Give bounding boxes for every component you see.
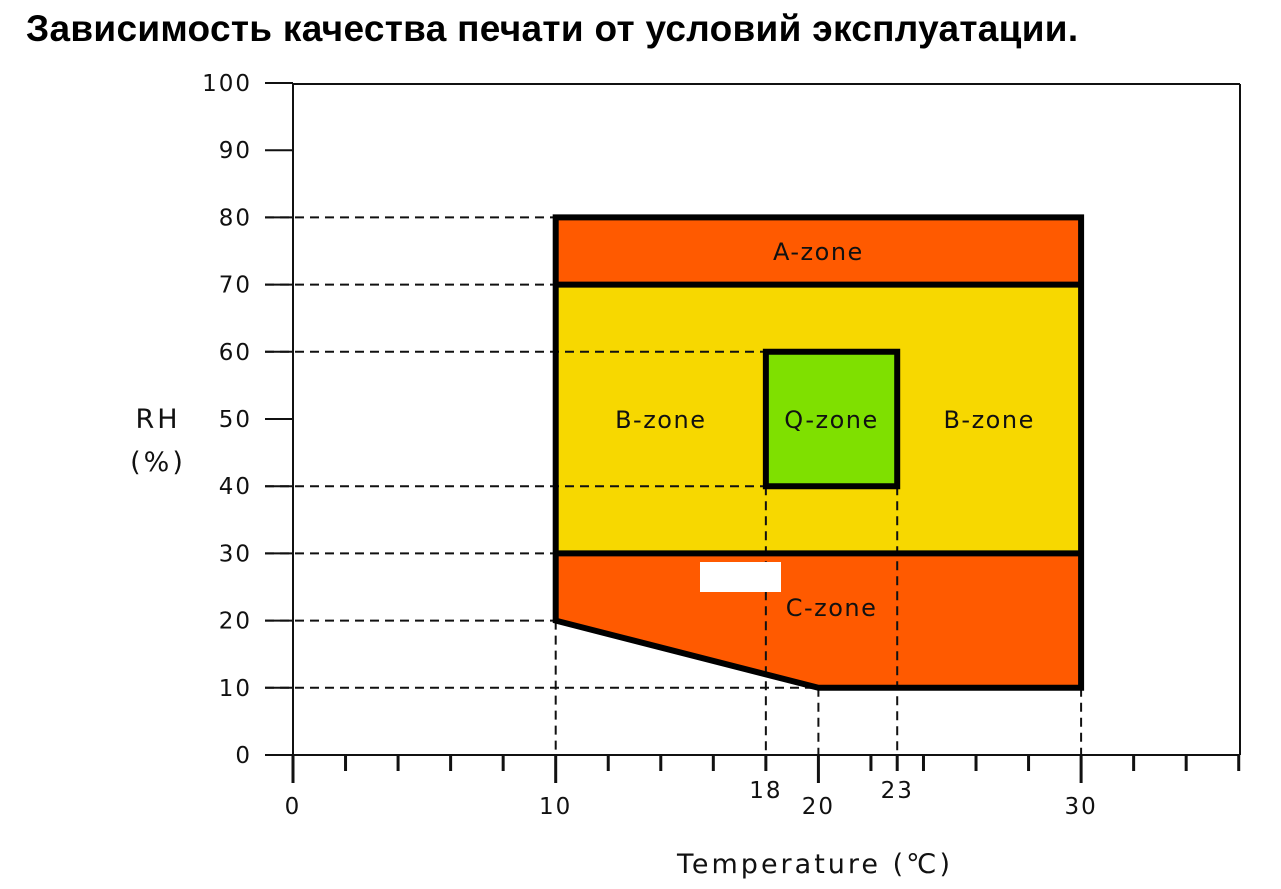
zone-label-a-zone-0: A-zone bbox=[773, 238, 864, 266]
y-tick-label-60: 60 bbox=[219, 340, 252, 366]
x-tick-label-10: 10 bbox=[539, 794, 572, 820]
zone-label-b-zone-3: B-zone bbox=[943, 406, 1034, 434]
y-tick-label-0: 0 bbox=[235, 743, 252, 769]
q-zone-area bbox=[765, 351, 898, 487]
y-tick-label-50: 50 bbox=[219, 407, 252, 433]
a-zone-area bbox=[555, 217, 1082, 285]
y-axis-title-line1: RH bbox=[135, 404, 180, 435]
x-tick-label-30: 30 bbox=[1064, 794, 1097, 820]
y-tick-label-70: 70 bbox=[219, 273, 252, 299]
y-tick-label-10: 10 bbox=[219, 676, 252, 702]
zone-label-b-zone-1: B-zone bbox=[615, 406, 706, 434]
y-tick-label-90: 90 bbox=[219, 138, 252, 164]
y-tick-label-30: 30 bbox=[219, 541, 252, 567]
axes bbox=[265, 82, 1241, 783]
y-tick-label-100: 100 bbox=[202, 71, 252, 97]
q-zone-boundary bbox=[762, 348, 901, 490]
y-axis-title-line2: (%) bbox=[130, 447, 186, 478]
y-tick-label-20: 20 bbox=[219, 609, 252, 635]
white-patch bbox=[700, 562, 781, 592]
x-axis-title: Temperature (℃) bbox=[676, 849, 953, 880]
zone-label-c-zone-4: C-zone bbox=[786, 594, 878, 622]
page-title: Зависимость качества печати от условий э… bbox=[26, 8, 1079, 49]
y-tick-label-80: 80 bbox=[219, 205, 252, 231]
x-tick-label-18: 18 bbox=[749, 778, 782, 804]
c-zone-area bbox=[555, 553, 1082, 688]
labels: 0 10 20 30 40 50 60 70 80 90 100 0 10 18 20 23 30 A-zone B… bbox=[202, 71, 1097, 820]
x-tick-label-0: 0 bbox=[285, 794, 302, 820]
zone-label-q-zone-2: Q-zone bbox=[784, 406, 878, 434]
y-tick-label-40: 40 bbox=[219, 474, 252, 500]
x-tick-label-20: 20 bbox=[802, 794, 835, 820]
x-tick-label-23: 23 bbox=[881, 778, 914, 804]
zone-outlines bbox=[552, 214, 1085, 691]
dashed-guides bbox=[265, 216, 1083, 755]
